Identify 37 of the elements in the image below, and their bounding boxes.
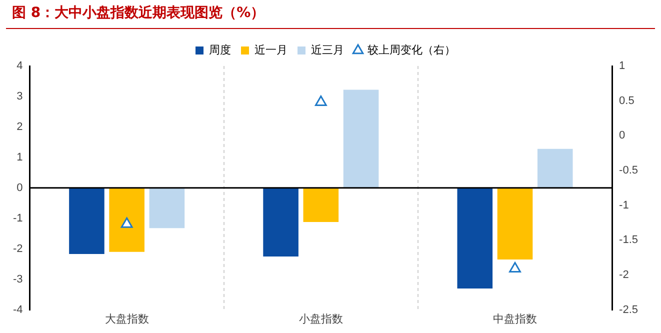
legend-label: 近一月 (254, 44, 288, 57)
y-tick-label: -4 (13, 304, 23, 316)
y-tick-label: 3 (16, 90, 23, 103)
point (314, 95, 327, 106)
y-tick-label: 1 (16, 151, 23, 164)
bar (343, 90, 379, 188)
y-tick-label: 0 (16, 182, 23, 194)
y2-tick-label: -1.5 (619, 234, 638, 246)
y-tick-label: 4 (16, 60, 23, 72)
bar (109, 188, 144, 252)
y-tick-label: -2 (13, 242, 23, 255)
legend-label: 周度 (209, 44, 231, 57)
x-tick-label: 小盘指数 (298, 312, 343, 326)
y2-tick-label: -0.5 (619, 164, 638, 177)
y-tick-label: 2 (16, 120, 23, 133)
y2-tick-label: 0.5 (619, 94, 634, 107)
legend-label: 较上周变化（右） (368, 44, 456, 57)
x-tick-label: 大盘指数 (104, 312, 149, 326)
x-tick-label: 中盘指数 (493, 312, 537, 326)
point (120, 217, 133, 228)
bar (497, 188, 533, 260)
y2-tick-label: -2.5 (619, 304, 638, 316)
bar (537, 148, 573, 188)
y-tick-label: -1 (13, 212, 23, 224)
bar (149, 188, 185, 228)
bar (457, 188, 493, 288)
bar (303, 188, 339, 222)
y-tick-label: -3 (13, 273, 23, 286)
chart-title: 图 8：大中小盘指数近期表现图览（%） (6, 0, 655, 29)
bar (263, 188, 298, 256)
y2-tick-label: -1 (619, 199, 629, 212)
y2-tick-label: 0 (619, 130, 626, 142)
legend-label: 近三月 (311, 44, 344, 57)
point (509, 262, 521, 272)
y2-tick-label: 1 (619, 60, 626, 72)
y2-tick-label: -2 (619, 269, 629, 282)
bar (69, 188, 104, 254)
